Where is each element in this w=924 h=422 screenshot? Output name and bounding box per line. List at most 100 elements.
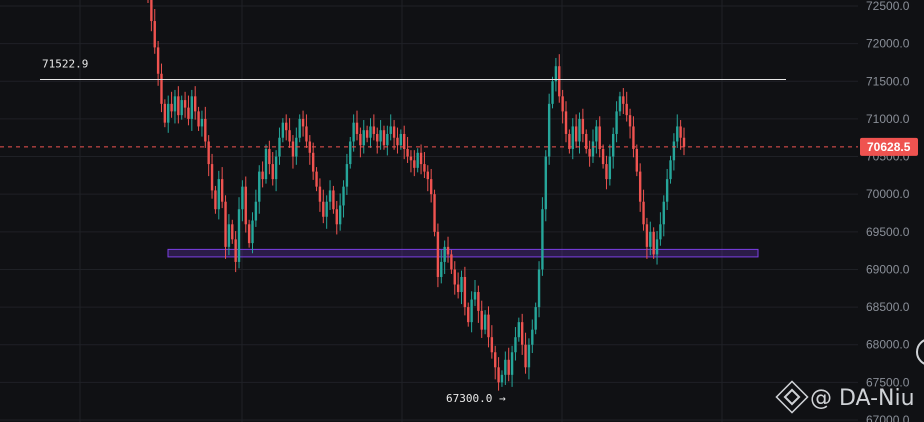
candle-body [258,171,261,202]
support-zone-rect [167,248,759,258]
y-tick-label: 72500.0 [866,0,910,13]
candle-body [551,81,554,104]
resistance-label: 71522.9 [42,58,88,71]
candle-body [247,224,251,244]
candle-body [224,201,227,247]
candle-body [241,186,244,210]
candle-body [355,122,359,134]
candle-body [534,307,537,330]
candle-body [625,103,628,116]
candle-body [183,100,187,108]
candle-body [676,126,679,142]
logo-diamond-center [783,388,801,406]
candle-body [298,118,301,138]
candle-body [571,126,574,150]
candle-body [504,359,507,375]
candle-body [490,337,494,353]
candle-body [325,201,328,217]
candle-body [426,171,429,180]
candle-body [153,21,156,48]
candle-body [649,231,652,247]
y-tick-label: 68000.0 [866,338,910,352]
candle-body [588,149,591,157]
candle-body [605,164,608,180]
candle-body [612,133,615,157]
candle-body [450,254,453,270]
current-price-tag-text: 70628.5 [867,140,911,154]
candle-body [456,284,460,293]
candle-body [268,149,271,165]
candle-body [554,66,558,82]
candle-body [672,141,676,161]
candle-body [473,292,477,300]
y-tick-label: 71500.0 [866,74,910,88]
candle-body [429,179,433,195]
candle-body [598,126,601,150]
candle-body [399,133,403,146]
low-marker-label: 67300.0 → [446,392,506,405]
candle-body [379,130,382,142]
candle-body [332,190,335,210]
candle-body [433,194,436,232]
candle-body [207,141,210,165]
candle-body [335,209,338,225]
candle-body [524,344,527,368]
candle-body [281,122,285,138]
candle-body [204,118,207,142]
candle-body [342,186,345,206]
watermark-text: @ DA-Niu [810,386,915,411]
y-tick-label: 71000.0 [866,112,910,126]
candles [147,0,686,391]
candle-body [537,269,541,308]
candle-body [665,179,669,202]
candle-body [274,156,278,180]
edge-button-icon [916,339,924,365]
candle-body [187,107,190,119]
candle-body [443,246,446,262]
candle-body [237,209,241,262]
candle-body [578,118,581,142]
candle-body [150,0,153,22]
annotations: 71522.9 67300.0 → [42,58,506,405]
candle-body [318,186,322,202]
grid [0,0,858,422]
candle-body [305,126,308,142]
price-lines [0,79,858,148]
watermark: @ DA-Niu [775,339,924,414]
candle-body [632,126,635,150]
logo-diamond-outer [775,380,809,414]
candle-body [467,307,470,323]
candle-body [234,239,237,262]
candle-body [480,310,483,330]
candle-body [500,374,504,383]
candle-body [369,126,372,138]
candle-body [308,141,312,153]
candle-body [311,152,315,172]
candle-body [453,269,456,285]
candle-body [679,126,682,138]
candle-body [382,130,386,146]
candle-body [285,122,288,131]
candle-body [460,276,463,293]
candle-body [220,179,224,202]
candle-body [547,103,551,157]
current-price-tag-bg [860,137,918,156]
candle-body [494,352,497,368]
candle-body [436,231,440,277]
candle-body [659,224,662,240]
y-tick-label: 67000.0 [866,413,910,422]
candle-body [231,224,234,240]
candle-body [291,141,295,157]
candle-body [591,141,595,157]
candle-body [655,239,659,255]
candle-body [315,171,318,187]
y-tick-label: 68500.0 [866,300,910,314]
candle-body [608,156,612,180]
candle-body [254,201,258,221]
candle-body [376,133,379,142]
candle-body [628,115,632,127]
y-tick-label: 72000.0 [866,37,910,51]
candle-body [423,164,426,172]
candle-body [652,231,655,255]
